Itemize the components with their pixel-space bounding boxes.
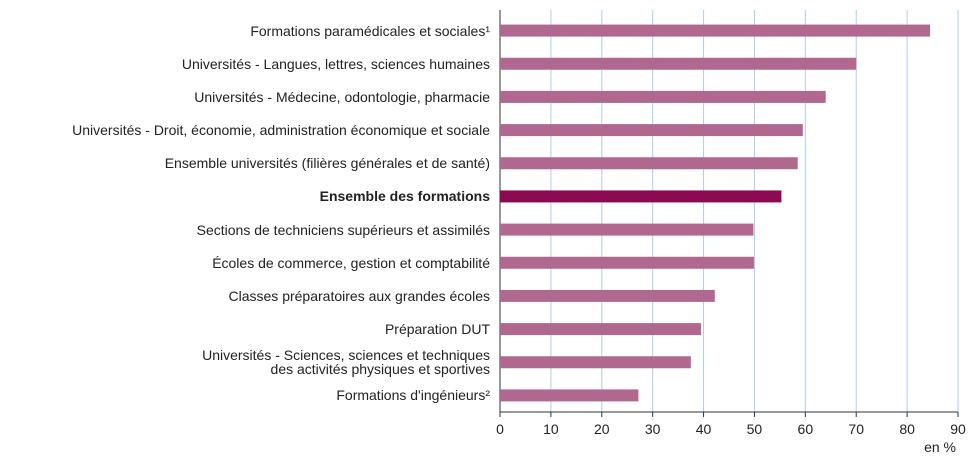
category-label: Classes préparatoires aux grandes écoles xyxy=(228,287,490,304)
bar xyxy=(500,157,798,170)
x-tick-label: 40 xyxy=(696,421,712,437)
x-tick-label: 80 xyxy=(899,421,915,437)
x-tick-label: 30 xyxy=(645,421,661,437)
category-label: Universités - Droit, économie, administr… xyxy=(72,122,490,139)
bar xyxy=(500,323,702,336)
category-label: Formations d'ingénieurs² xyxy=(336,387,490,404)
x-axis-label: en % xyxy=(924,439,956,455)
bar xyxy=(500,256,754,269)
x-tick-label: 90 xyxy=(950,421,966,437)
category-label: Universités - Langues, lettres, sciences… xyxy=(181,55,490,72)
category-label: Préparation DUT xyxy=(384,321,490,338)
category-label: Ensemble des formations xyxy=(319,188,490,205)
bar xyxy=(500,190,782,203)
bar xyxy=(500,389,639,402)
bar xyxy=(500,24,931,37)
x-tick-label: 10 xyxy=(543,421,559,437)
bar xyxy=(500,356,691,369)
x-tick-label: 70 xyxy=(848,421,864,437)
bar xyxy=(500,223,754,236)
category-label: Formations paramédicales et sociales¹ xyxy=(250,22,490,39)
category-label: Écoles de commerce, gestion et comptabil… xyxy=(212,254,490,271)
category-label: Universités - Sciences, sciences et tech… xyxy=(202,347,490,378)
bar xyxy=(500,57,857,70)
category-label: Universités - Médecine, odontologie, pha… xyxy=(194,88,490,105)
category-label: Ensemble universités (filières générales… xyxy=(164,155,490,172)
bar xyxy=(500,124,803,137)
x-tick-label: 20 xyxy=(594,421,610,437)
x-tick-label: 50 xyxy=(747,421,763,437)
x-tick-label: 0 xyxy=(496,421,504,437)
x-tick-label: 60 xyxy=(798,421,814,437)
bar xyxy=(500,90,826,103)
category-label: Sections de techniciens supérieurs et as… xyxy=(196,221,490,238)
bar xyxy=(500,289,715,302)
